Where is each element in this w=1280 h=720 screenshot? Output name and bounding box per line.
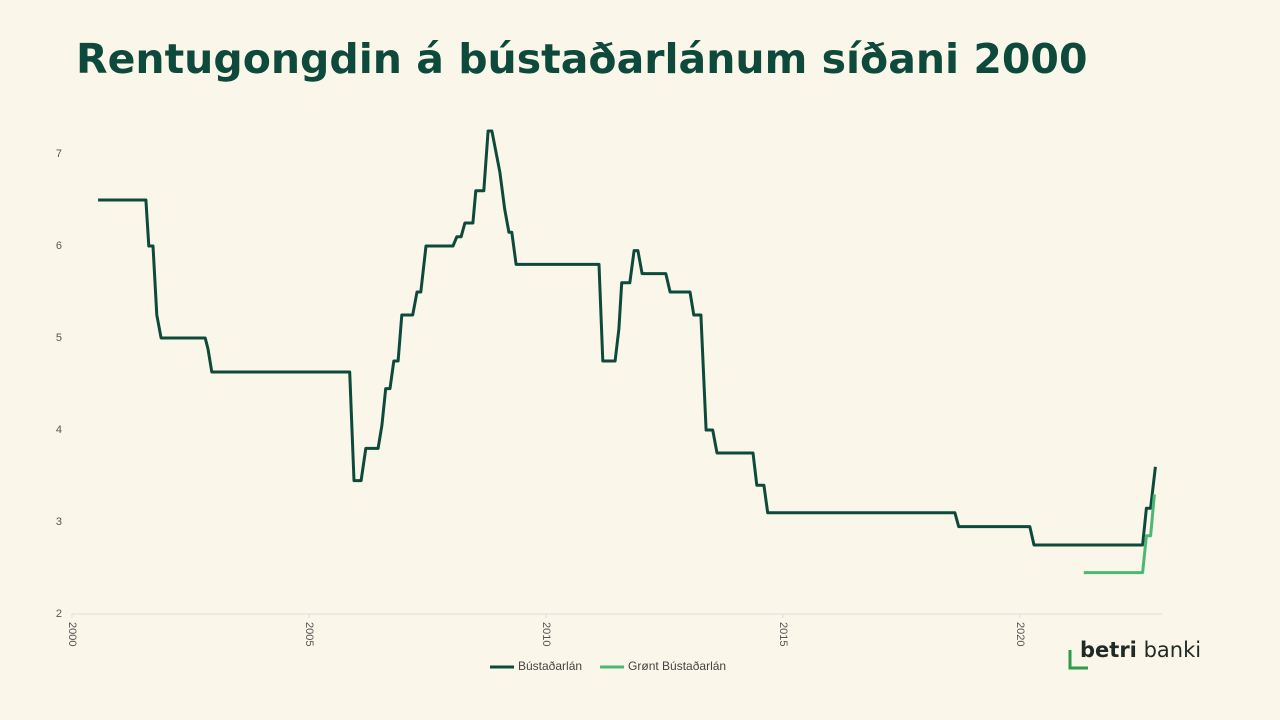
series-line [98, 129, 1157, 547]
x-tick-label: 2005 [303, 622, 315, 646]
chart-title: Rentugongdin á bústaðarlánum síðani 2000 [76, 35, 1088, 83]
brand-logo: betri banki [1080, 638, 1201, 662]
x-tick-label: 2010 [540, 622, 552, 646]
x-tick-label: 2015 [777, 622, 789, 646]
x-tick-label: 2000 [66, 622, 78, 646]
brand-name: banki [1144, 638, 1202, 662]
brand-mark [1068, 650, 1088, 670]
y-tick-label: 3 [56, 516, 62, 528]
y-tick-label: 6 [56, 240, 62, 252]
y-tick-label: 2 [56, 608, 62, 620]
y-tick-label: 5 [56, 332, 62, 344]
series-line [1083, 494, 1156, 575]
brand-name: betri [1080, 638, 1137, 662]
legend-label: Bústaðarlán [518, 659, 582, 673]
x-tick-label: 2020 [1014, 622, 1026, 646]
y-tick-label: 4 [56, 424, 62, 436]
y-tick-label: 7 [56, 148, 62, 160]
legend-label: Grønt Bústaðarlán [628, 659, 726, 673]
